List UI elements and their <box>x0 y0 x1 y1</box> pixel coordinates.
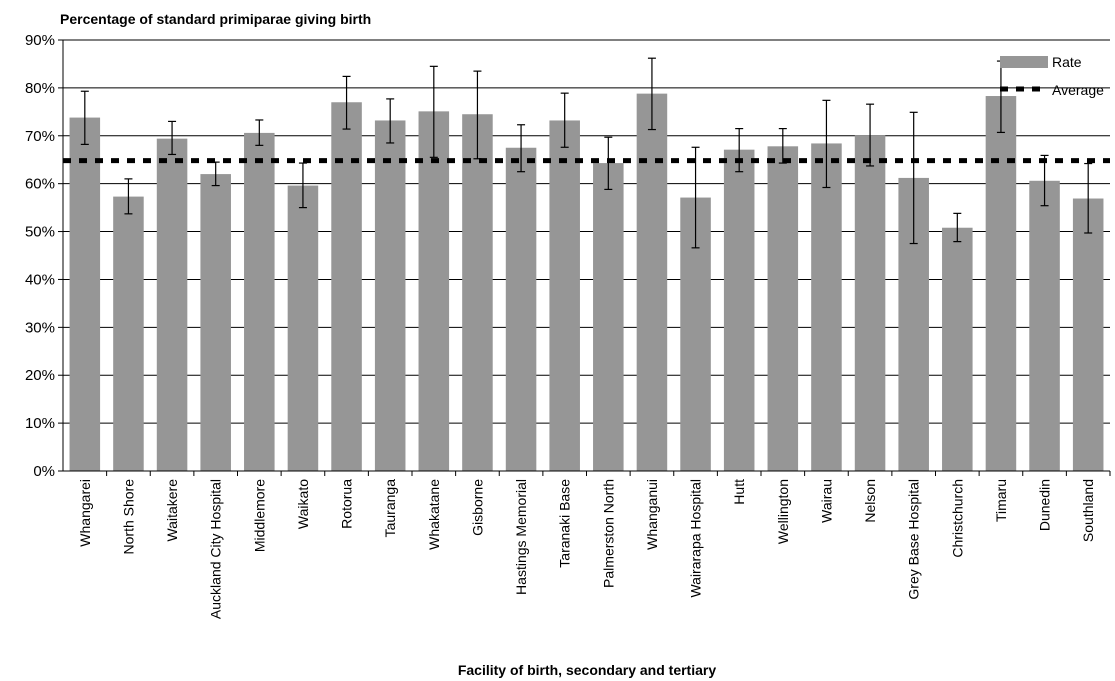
bar <box>69 117 101 471</box>
y-tick-label: 90% <box>25 32 55 49</box>
x-tick-label: Waitakere <box>164 479 180 542</box>
y-tick-label: 80% <box>25 80 55 97</box>
legend: Rate Average <box>1000 54 1104 98</box>
bar <box>505 147 537 471</box>
x-tick-label: Hastings Memorial <box>513 479 529 595</box>
bar <box>854 135 886 471</box>
x-axis-label: Facility of birth, secondary and tertiar… <box>458 662 717 678</box>
bar <box>723 149 755 471</box>
y-tick-label: 0% <box>33 463 55 480</box>
bar <box>418 111 450 472</box>
bar <box>113 196 144 471</box>
bar <box>1029 180 1060 471</box>
x-tick-label: Waikato <box>295 479 311 529</box>
bar <box>156 138 188 471</box>
x-tick-label: North Shore <box>120 479 136 555</box>
bar <box>549 120 580 471</box>
bar <box>244 132 275 471</box>
x-tick-label: Wairau <box>818 479 834 523</box>
bar <box>985 96 1017 471</box>
y-tick-label: 60% <box>25 176 55 193</box>
bar <box>636 93 668 471</box>
y-axis-ticks: 0% 10% 20% 30% 40% 50% 60% 70% 80% 90% <box>25 32 63 480</box>
bars <box>69 93 1104 472</box>
x-tick-label: Whangarei <box>77 479 93 547</box>
y-tick-label: 70% <box>25 128 55 145</box>
legend-label-rate: Rate <box>1052 54 1082 70</box>
x-tick-label: Palmerston North <box>600 479 616 588</box>
chart-title: Percentage of standard primiparae giving… <box>60 11 371 27</box>
bar <box>374 120 406 471</box>
x-tick-label: Auckland City Hospital <box>208 479 224 619</box>
y-tick-label: 40% <box>25 271 55 288</box>
x-tick-label: Whakatane <box>426 479 442 550</box>
bar <box>287 185 319 472</box>
legend-swatch-rate <box>1000 56 1048 68</box>
x-tick-label: Rotorua <box>339 479 355 529</box>
bar <box>331 102 362 471</box>
x-tick-label: Christchurch <box>949 479 965 558</box>
x-tick-label: Timaru <box>993 479 1009 522</box>
legend-label-average: Average <box>1052 82 1104 98</box>
x-tick-label: Wairarapa Hospital <box>688 479 704 598</box>
x-tick-label: Gisborne <box>469 479 485 536</box>
x-tick-label: Taranaki Base <box>557 479 573 568</box>
x-tick-label: Grey Base Hospital <box>906 479 922 600</box>
bar <box>811 143 842 471</box>
x-tick-label: Wellington <box>775 479 791 544</box>
bar <box>462 114 493 471</box>
bar <box>767 146 799 471</box>
bar <box>1072 198 1104 472</box>
error-bars <box>80 57 1093 249</box>
x-tick-label: Southland <box>1080 479 1096 542</box>
x-tick-label: Tauranga <box>382 479 398 538</box>
bar <box>942 227 973 471</box>
y-tick-label: 50% <box>25 224 55 241</box>
x-tick-label: Hutt <box>731 479 747 505</box>
gridlines <box>63 39 1110 472</box>
x-tick-label: Middlemore <box>251 479 267 552</box>
x-tick-label: Dunedin <box>1037 479 1053 531</box>
x-axis-ticks: Whangarei North Shore Waitakere Auckland Ci… <box>77 471 1111 619</box>
x-tick-label: Whanganui <box>644 479 660 550</box>
y-tick-label: 20% <box>25 367 55 384</box>
y-tick-label: 10% <box>25 415 55 432</box>
bar <box>593 163 624 471</box>
y-tick-label: 30% <box>25 319 55 336</box>
bar <box>200 174 231 472</box>
x-tick-label: Nelson <box>862 479 878 523</box>
